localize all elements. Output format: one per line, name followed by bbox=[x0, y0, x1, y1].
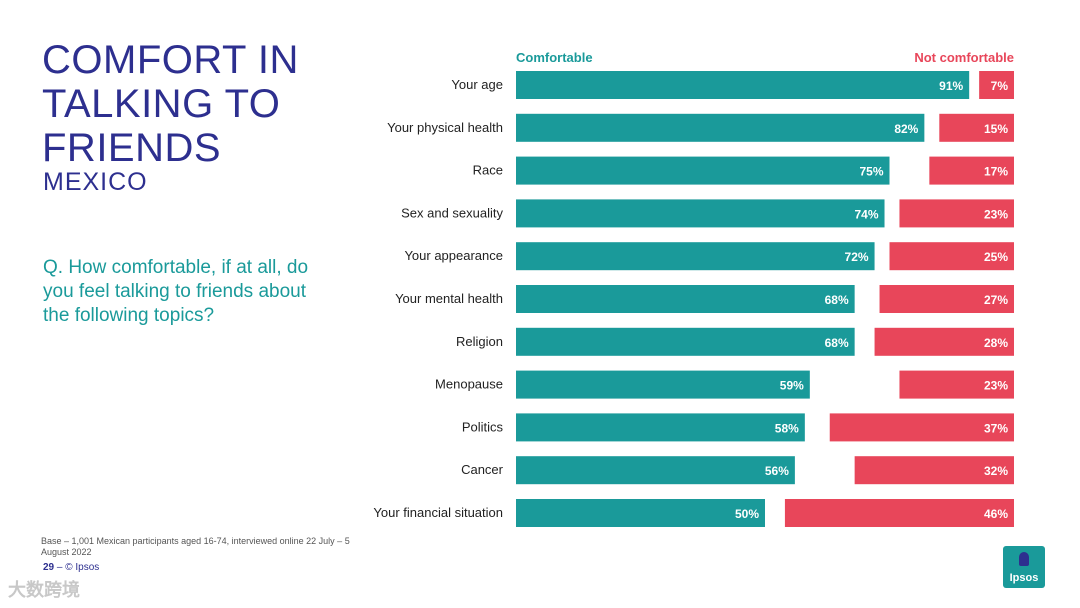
ipsos-logo-text: Ipsos bbox=[1009, 572, 1039, 584]
value-comfortable: 72% bbox=[845, 250, 869, 264]
value-comfortable: 74% bbox=[854, 207, 878, 221]
value-comfortable: 68% bbox=[825, 293, 849, 307]
category-label: Menopause bbox=[435, 377, 503, 392]
footer: 29 – © Ipsos bbox=[43, 562, 99, 573]
copyright: – © Ipsos bbox=[56, 562, 100, 573]
ipsos-logo: Ipsos bbox=[1003, 546, 1045, 588]
value-comfortable: 91% bbox=[939, 79, 963, 93]
value-not-comfortable: 46% bbox=[984, 507, 1008, 521]
bar-not-comfortable bbox=[879, 285, 1014, 313]
category-label: Religion bbox=[456, 334, 503, 349]
value-comfortable: 50% bbox=[735, 507, 759, 521]
category-label: Cancer bbox=[461, 462, 504, 477]
bar-not-comfortable bbox=[929, 156, 1014, 185]
value-comfortable: 75% bbox=[859, 165, 883, 179]
value-comfortable: 58% bbox=[775, 421, 799, 435]
value-not-comfortable: 28% bbox=[984, 336, 1008, 350]
bar-comfortable bbox=[516, 199, 885, 228]
legend-not-comfortable: Not comfortable bbox=[914, 50, 1014, 65]
value-not-comfortable: 23% bbox=[984, 207, 1008, 221]
value-comfortable: 56% bbox=[765, 464, 789, 478]
bar-comfortable bbox=[516, 156, 890, 185]
bar-comfortable bbox=[516, 242, 875, 271]
bar-comfortable bbox=[516, 456, 795, 485]
bar-comfortable bbox=[516, 285, 855, 313]
category-label: Race bbox=[473, 163, 503, 178]
value-not-comfortable: 23% bbox=[984, 379, 1008, 393]
legend-comfortable: Comfortable bbox=[516, 50, 593, 65]
bar-comfortable bbox=[516, 71, 970, 99]
survey-question: Q. How comfortable, if at all, do you fe… bbox=[43, 257, 309, 326]
value-comfortable: 82% bbox=[894, 122, 918, 136]
bar-comfortable bbox=[516, 327, 855, 356]
category-label: Politics bbox=[462, 419, 504, 434]
category-label: Your physical health bbox=[387, 120, 503, 135]
base-note: Base – 1,001 Mexican participants aged 1… bbox=[41, 536, 350, 557]
bar-not-comfortable bbox=[874, 327, 1014, 356]
value-comfortable: 68% bbox=[825, 336, 849, 350]
bar-not-comfortable bbox=[939, 113, 1014, 142]
page-number: 29 bbox=[43, 562, 55, 573]
category-label: Sex and sexuality bbox=[401, 205, 503, 220]
bar-comfortable bbox=[516, 499, 765, 527]
bar-not-comfortable bbox=[899, 199, 1014, 228]
value-not-comfortable: 17% bbox=[984, 165, 1008, 179]
slide-subtitle: MEXICO bbox=[43, 168, 148, 196]
value-comfortable: 59% bbox=[780, 379, 804, 393]
value-not-comfortable: 37% bbox=[984, 421, 1008, 435]
bar-comfortable bbox=[516, 370, 810, 399]
bar-comfortable bbox=[516, 113, 925, 142]
category-label: Your appearance bbox=[404, 248, 503, 263]
value-not-comfortable: 25% bbox=[984, 250, 1008, 264]
bar-not-comfortable bbox=[889, 242, 1014, 271]
watermark: 大数跨境 bbox=[8, 580, 80, 600]
category-label: Your mental health bbox=[395, 291, 503, 306]
category-label: Your financial situation bbox=[373, 505, 503, 520]
category-label: Your age bbox=[451, 77, 503, 92]
value-not-comfortable: 15% bbox=[984, 122, 1008, 136]
value-not-comfortable: 7% bbox=[991, 79, 1009, 93]
bar-not-comfortable bbox=[784, 499, 1014, 527]
bar-not-comfortable bbox=[854, 456, 1014, 485]
value-not-comfortable: 32% bbox=[984, 464, 1008, 478]
bar-not-comfortable bbox=[829, 413, 1014, 442]
bar-not-comfortable bbox=[979, 71, 1014, 99]
value-not-comfortable: 27% bbox=[984, 293, 1008, 307]
ipsos-logo-icon bbox=[1019, 552, 1029, 566]
bar-comfortable bbox=[516, 413, 805, 442]
slide-title: COMFORT IN TALKING TO FRIENDS bbox=[42, 38, 299, 170]
bar-not-comfortable bbox=[899, 370, 1014, 399]
